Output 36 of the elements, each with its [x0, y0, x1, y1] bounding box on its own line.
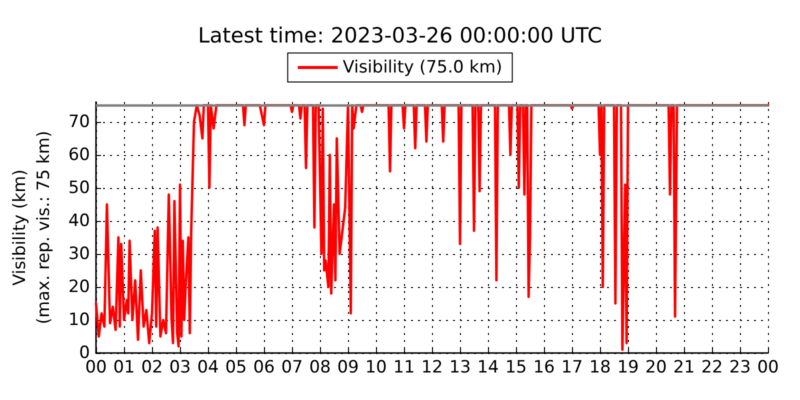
y-axis-title: Visibility (km) (max. rep. vis.: 75 km) [10, 130, 54, 324]
x-tick-label: 12 [421, 358, 443, 378]
y-tick-label: 30 [68, 244, 90, 264]
y-tick-label: 20 [68, 276, 90, 297]
y-tick-label: 40 [68, 210, 90, 231]
x-tick-label: 03 [169, 358, 191, 378]
x-tick-label: 00 [757, 358, 779, 378]
y-tick-label: 50 [68, 178, 90, 198]
x-tick-label: 23 [729, 358, 751, 378]
x-tick-label: 06 [253, 358, 275, 378]
x-tick-label: 00 [85, 358, 107, 378]
y-tick-label: 70 [68, 112, 90, 132]
x-tick-label: 16 [533, 358, 555, 378]
x-tick-label: 05 [225, 358, 247, 378]
x-tick-label: 07 [281, 358, 303, 378]
x-tick-label: 17 [561, 358, 583, 378]
x-tick-label: 13 [449, 358, 471, 378]
chart-title: Latest time: 2023-03-26 00:00:00 UTC [198, 24, 602, 48]
x-tick-label: 15 [505, 358, 527, 378]
y-tick-label: 60 [68, 144, 90, 165]
x-tick-label: 21 [673, 358, 695, 378]
x-tick-label: 20 [645, 358, 667, 378]
line-series [94, 104, 770, 351]
legend-label: Visibility (75.0 km) [342, 58, 502, 78]
x-tick-label: 01 [113, 358, 135, 378]
x-tick-label: 19 [617, 358, 639, 378]
y-tick-label: 10 [68, 310, 90, 330]
x-tick-label: 08 [309, 358, 331, 378]
x-tick-label: 22 [701, 358, 723, 378]
x-tick-label: 14 [477, 358, 499, 378]
x-tick-label: 02 [141, 358, 163, 378]
x-tick-label: 09 [337, 358, 359, 378]
x-tick-label: 04 [197, 358, 219, 378]
x-tick-label: 11 [393, 358, 415, 378]
x-tick-label: 10 [365, 358, 387, 378]
x-tick-label: 18 [589, 358, 611, 378]
